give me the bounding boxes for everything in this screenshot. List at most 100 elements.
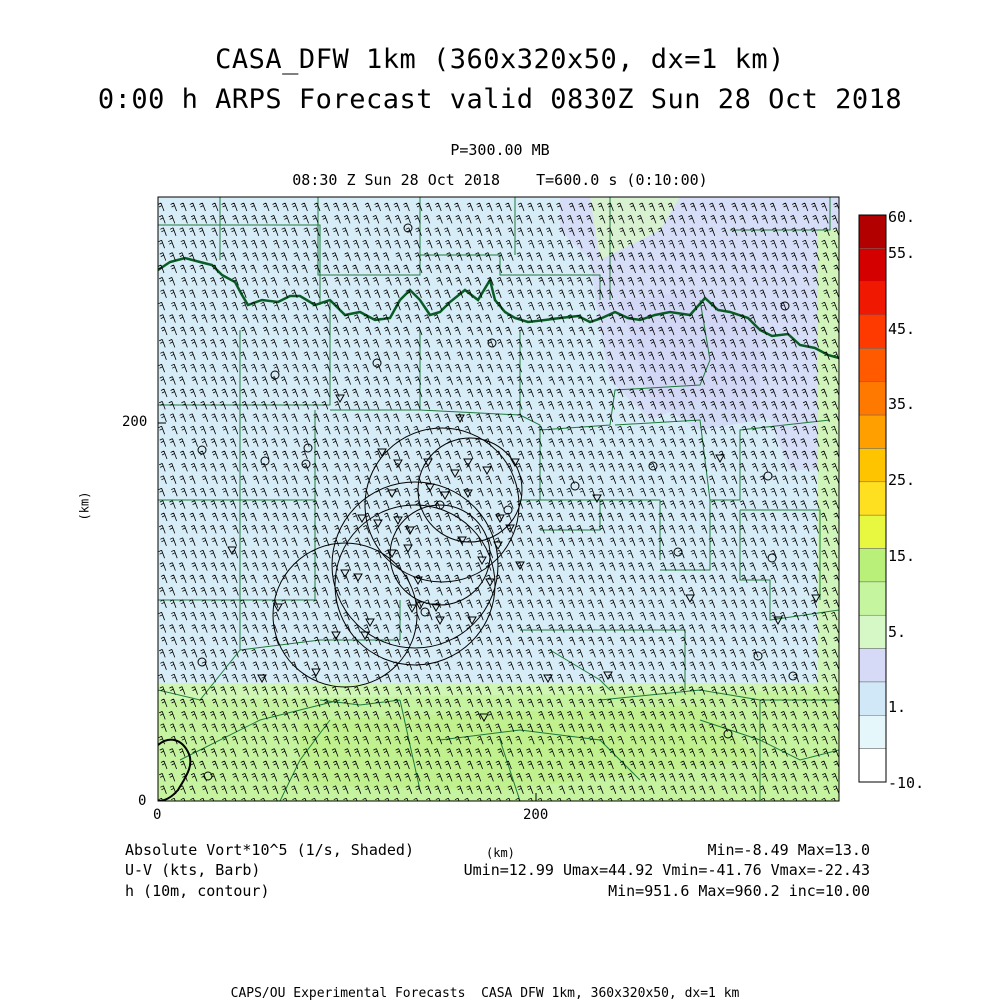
station-circle-marker (673, 547, 683, 557)
station-circle-marker (435, 500, 445, 510)
station-triangle-marker (463, 458, 473, 468)
station-triangle-marker (393, 516, 403, 526)
station-circle-marker (303, 443, 313, 453)
wind-barb-field (158, 202, 839, 801)
colorbar-box (858, 514, 887, 549)
station-triangle-marker (592, 494, 602, 504)
height-contours (272, 427, 523, 688)
colorbar-box (858, 281, 887, 316)
title-line-2: 0:00 h ARPS Forecast valid 0830Z Sun 28 … (97, 84, 903, 115)
station-triangle-marker (405, 526, 415, 536)
colorbar-box (858, 548, 887, 583)
station-triangle-marker (377, 448, 387, 458)
station-triangle-marker (340, 569, 350, 579)
station-triangle-marker (423, 458, 433, 468)
station-circle-marker (780, 301, 790, 311)
station-triangle-marker (435, 616, 445, 626)
station-triangle-marker (227, 546, 237, 556)
colorbar-box (858, 581, 887, 616)
lake-outline (158, 738, 192, 801)
colorbar-box (858, 748, 887, 783)
station-triangle-marker (387, 489, 397, 499)
station-triangle-marker (811, 594, 821, 604)
colorbar (858, 214, 887, 783)
station-triangle-marker (685, 594, 695, 604)
y-tick-label-200: 200 (122, 414, 148, 430)
colorbar-label: 5. (888, 623, 907, 641)
colorbar-label: 1. (888, 698, 907, 716)
station-triangle-marker (335, 394, 345, 404)
station-triangle-marker (440, 491, 450, 501)
colorbar-box (858, 348, 887, 383)
river-boundary (158, 256, 839, 360)
station-circle-marker (197, 445, 207, 455)
field1-stats: Min=-8.49 Max=13.0 (707, 841, 870, 859)
field1-name: Absolute Vort*10^5 (1/s, Shaded) (125, 841, 414, 859)
station-triangle-marker (495, 514, 505, 524)
station-circle-marker (372, 358, 382, 368)
station-triangle-marker (365, 618, 375, 628)
station-circle-marker (788, 671, 798, 681)
x-tick-label-0: 0 (153, 807, 162, 823)
colorbar-box (858, 715, 887, 749)
colorbar-box (858, 314, 887, 349)
colorbar-label: 45. (888, 320, 916, 338)
station-triangle-marker (510, 458, 520, 468)
station-triangle-marker (450, 469, 460, 479)
colorbar-label: -10. (888, 774, 925, 792)
station-circle-marker (570, 481, 580, 491)
station-triangle-marker (715, 454, 725, 464)
colorbar-box (858, 481, 887, 516)
station-triangle-marker (457, 536, 467, 546)
title-line-1: CASA_DFW 1km (360x320x50, dx=1 km) (215, 44, 785, 75)
station-markers (197, 223, 821, 781)
station-triangle-marker (273, 603, 283, 613)
x-axis-unit-label: (km) (486, 846, 515, 860)
colorbar-box (858, 248, 887, 282)
colorbar-box (858, 681, 887, 716)
station-triangle-marker (257, 674, 267, 684)
station-triangle-marker (331, 631, 341, 641)
station-triangle-marker (311, 668, 321, 678)
wind-barbs (158, 202, 839, 801)
station-circle-marker (403, 223, 413, 233)
station-circle-marker (203, 771, 213, 781)
colorbar-box (858, 614, 887, 649)
colorbar-frame (858, 214, 887, 783)
station-triangle-marker (463, 489, 473, 499)
colorbar-box (858, 381, 887, 416)
station-triangle-marker (387, 549, 397, 559)
station-circle-marker (763, 471, 773, 481)
station-triangle-marker (407, 604, 417, 614)
station-circle-marker (420, 607, 430, 617)
station-circle-marker (723, 729, 733, 739)
station-circle-marker (648, 461, 658, 471)
station-triangle-marker (773, 616, 783, 626)
station-circle-marker (767, 553, 777, 563)
station-triangle-marker (477, 556, 487, 566)
station-circle-marker (301, 459, 311, 469)
field3-stats: Min=951.6 Max=960.2 inc=10.00 (608, 882, 870, 900)
field2-name: U-V (kts, Barb) (125, 861, 261, 879)
station-triangle-marker (493, 541, 503, 551)
colorbar-box (858, 648, 887, 683)
colorbar-label: 55. (888, 244, 916, 262)
station-triangle-marker (515, 561, 525, 571)
station-triangle-marker (479, 713, 489, 723)
y-tick-label-0: 0 (138, 793, 147, 809)
station-circle-marker (197, 657, 207, 667)
station-triangle-marker (393, 459, 403, 469)
colorbar-box (858, 414, 887, 449)
colorbar-label: 15. (888, 547, 916, 565)
station-triangle-marker (373, 519, 383, 529)
station-circle-marker (260, 456, 270, 466)
field3-name: h (10m, contour) (125, 882, 270, 900)
station-triangle-marker (455, 414, 465, 424)
station-triangle-marker (482, 466, 492, 476)
pressure-level-label: P=300.00 MB (450, 141, 550, 159)
station-triangle-marker (425, 483, 435, 493)
plot-frame (157, 196, 840, 802)
x-tick-label-200: 200 (523, 807, 549, 823)
station-triangle-marker (543, 674, 553, 684)
